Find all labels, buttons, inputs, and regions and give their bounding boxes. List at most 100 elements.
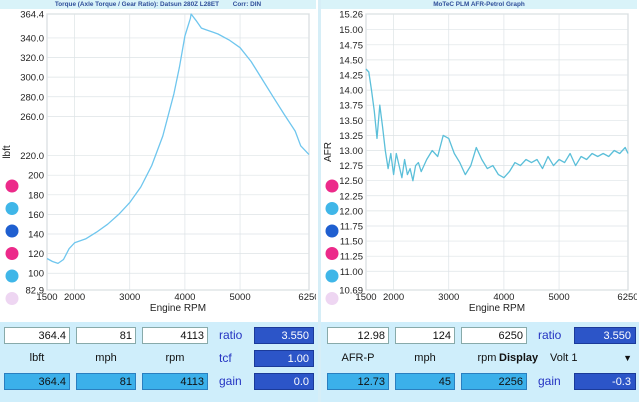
torque-legend-dot: [5, 202, 19, 215]
gain-field[interactable]: 0.0: [254, 373, 314, 390]
chevron-down-icon: ▼: [623, 353, 632, 363]
torque-y-tick-label: 300.0: [20, 73, 44, 84]
afr-p-label: AFR-P: [341, 352, 375, 364]
afr-chart-title: MoTeC PLM AFR-Petrol Graph: [321, 0, 637, 9]
display-channel-select[interactable]: Volt 1 ▼: [550, 350, 636, 367]
display-label: Display: [499, 352, 539, 364]
torque-y-tick-label: 340.0: [20, 33, 44, 44]
afr-x-tick-label: 4000: [493, 292, 514, 303]
torque-y-tick-label: 180: [28, 190, 44, 201]
afr-y-tick-label: 14.00: [339, 86, 363, 97]
afr-y-tick-label: 11.75: [340, 221, 363, 232]
afr-chart: 10.69 11.00 11.25 11.50 11.75 12.00 12.25 12.50…: [323, 10, 637, 315]
torque-x-tick-label: 3000: [119, 292, 140, 303]
afr-y-tick-label: 12.50: [339, 176, 363, 187]
afr-rpm-peak-value: 2256: [461, 373, 527, 390]
torque-title-main: Torque (Axle Torque / Gear Ratio): Datsu…: [54, 1, 219, 8]
torque-x-tick-label: 1500: [36, 292, 57, 303]
torque-legend-dot: [5, 292, 19, 305]
torque-y-tick-label: 140: [28, 230, 44, 241]
torque-y-tick-label: 82.9: [26, 286, 45, 297]
torque-y-tick-label: 220.0: [20, 151, 44, 162]
torque-chart: 82.9 100 120 140 160 180 200 220.0 260.0 280.0 300…: [2, 10, 316, 315]
torque-readout-panel: 364.4 81 4113 ratio 3.550 lbft mph rpm t…: [0, 322, 318, 402]
afr-readout-panel: 12.98 124 6250 ratio 3.550 AFR-P mph rpm…: [321, 322, 639, 402]
afr-y-tick-label: 14.75: [339, 40, 363, 51]
afr-panel: 10.69 11.00 11.25 11.50 11.75 12.00 12.25 12.50…: [321, 0, 637, 322]
torque-y-tick-label: 320.0: [20, 53, 44, 64]
afr-legend-dot: [325, 224, 339, 238]
afr-x-axis-label: Engine RPM: [469, 303, 525, 314]
torque-chart-title: Torque (Axle Torque / Gear Ratio): Datsu…: [0, 0, 316, 9]
afr-y-tick-label: 11.25: [340, 252, 363, 263]
afr-ratio-label: ratio: [538, 328, 562, 342]
afr-plot-area: [365, 13, 629, 291]
rpm-label: rpm: [165, 352, 185, 364]
afr-y-tick-label: 13.25: [339, 131, 363, 142]
torque-plot-area: [46, 13, 310, 291]
afr-x-tick-label: 2000: [383, 292, 404, 303]
torque-peak-value: 364.4: [4, 373, 70, 390]
afr-y-tick-label: 14.25: [339, 70, 363, 81]
torque-cursor-value: 364.4: [4, 327, 70, 344]
afr-mph-label: mph: [414, 352, 436, 364]
tcf-label: tcf: [219, 351, 232, 365]
afr-y-tick-label: 13.50: [339, 116, 363, 127]
torque-y-tick-label: 100: [28, 269, 44, 280]
mph-cursor-value: 81: [76, 327, 136, 344]
lbft-label: lbft: [29, 352, 45, 364]
mph-peak-value: 81: [76, 373, 136, 390]
torque-x-tick-label: 2000: [64, 292, 85, 303]
torque-title-corr: Corr: DIN: [232, 1, 262, 8]
rpm-peak-value: 4113: [142, 373, 208, 390]
afr-y-axis-label: AFR: [323, 142, 334, 162]
torque-y-tick-label: 364.4: [20, 10, 44, 21]
ratio-field[interactable]: 3.550: [254, 327, 314, 344]
torque-legend-dot: [5, 224, 19, 238]
afr-legend-dot: [325, 269, 339, 283]
torque-legend-dot: [5, 179, 19, 193]
ratio-label: ratio: [219, 328, 243, 342]
afr-y-tick-label: 11.00: [340, 267, 363, 278]
gain-label: gain: [219, 374, 242, 388]
afr-rpm-label: rpm: [477, 352, 497, 364]
afr-y-tick-label: 15.26: [339, 10, 363, 21]
torque-x-tick-label: 4000: [174, 292, 195, 303]
afr-series-line-0: [365, 68, 629, 182]
afr-x-tick-label: 3000: [438, 292, 459, 303]
afr-rpm-cursor-value: 6250: [461, 327, 527, 344]
afr-y-tick-label: 10.69: [339, 286, 363, 297]
torque-y-tick-label: 260.0: [20, 112, 44, 123]
afr-y-tick-label: 15.00: [339, 25, 363, 36]
afr-ratio-field[interactable]: 3.550: [574, 327, 636, 344]
torque-x-tick-label: 5000: [229, 292, 250, 303]
display-channel-value: Volt 1: [550, 352, 578, 364]
torque-y-tick-label: 200: [28, 171, 44, 182]
afr-mph-peak-value: 45: [395, 373, 455, 390]
afr-x-tick-label: 6250: [617, 292, 637, 303]
torque-x-tick-label: 6250: [298, 292, 316, 303]
afr-y-tick-label: 14.50: [339, 55, 363, 66]
afr-y-tick-label: 12.25: [339, 191, 363, 202]
torque-legend-dot: [5, 247, 19, 260]
afr-x-tick-label: 5000: [548, 292, 569, 303]
afr-y-tick-label: 12.75: [339, 161, 363, 172]
afr-y-tick-label: 13.00: [339, 146, 363, 157]
tcf-field[interactable]: 1.00: [254, 350, 314, 367]
afr-legend-dot: [325, 247, 339, 260]
torque-y-axis-label: lbft: [2, 145, 13, 159]
torque-series-line-0: [46, 13, 310, 265]
afr-legend-dot: [325, 292, 339, 305]
panel-divider: [318, 0, 321, 402]
torque-y-tick-label: 280.0: [20, 92, 44, 103]
torque-legend-dot: [5, 269, 19, 283]
afr-gain-field[interactable]: -0.3: [574, 373, 636, 390]
afr-legend-dot: [325, 202, 339, 215]
afr-y-tick-label: 12.00: [339, 206, 363, 217]
afr-legend-dot: [325, 179, 339, 193]
torque-y-tick-label: 120: [28, 249, 44, 260]
afr-mph-cursor-value: 124: [395, 327, 455, 344]
afr-y-tick-label: 11.50: [340, 237, 363, 248]
torque-y-tick-label: 160: [28, 210, 44, 221]
